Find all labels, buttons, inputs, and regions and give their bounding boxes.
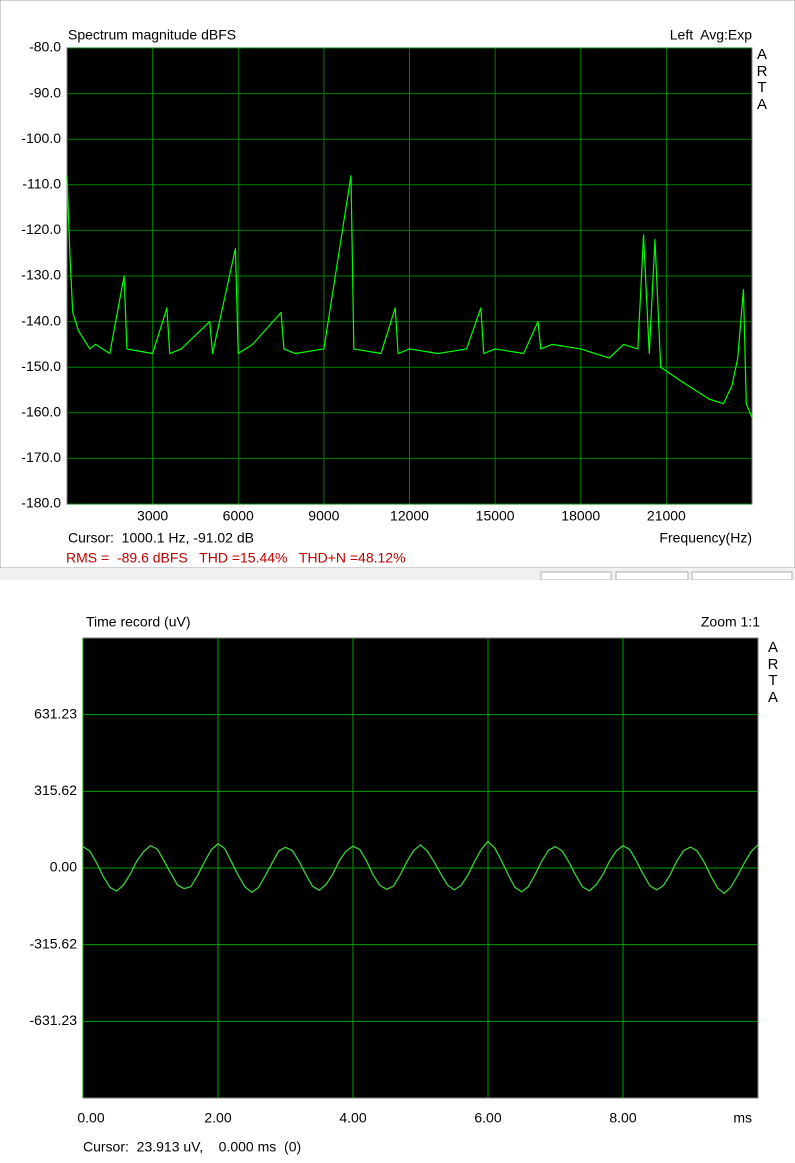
x-tick-label: 18000 (561, 508, 600, 524)
x-tick-label: 6.00 (474, 1110, 501, 1126)
y-tick-label: -110.0 (22, 176, 61, 192)
x-tick-label: 3000 (137, 508, 168, 524)
x-tick-label: 15000 (476, 508, 515, 524)
cursor-readout: Cursor: 23.913 uV, 0.000 ms (0) (83, 1139, 301, 1155)
y-tick-label: -315.62 (30, 935, 78, 951)
status-label: Left Avg:Exp (670, 27, 752, 43)
y-tick-label: -170.0 (21, 449, 61, 465)
x-axis-label: ms (733, 1110, 752, 1126)
data-line (66, 175, 753, 418)
cursor-readout: Cursor: 1000.1 Hz, -91.02 dB (68, 530, 254, 546)
y-tick-label: -150.0 (21, 358, 61, 374)
y-tick-label: -130.0 (21, 267, 61, 283)
y-tick-label: -100.0 (21, 130, 61, 146)
y-tick-label: -80.0 (29, 39, 61, 55)
x-axis-label: Frequency(Hz) (659, 530, 752, 546)
status-field (540, 571, 612, 581)
data-line (82, 840, 759, 895)
measurements: RMS = -89.6 dBFS THD =15.44% THD+N =48.1… (66, 550, 406, 566)
status-field (691, 571, 793, 581)
status-label: Zoom 1:1 (701, 614, 760, 630)
y-tick-label: 631.23 (34, 705, 77, 721)
x-tick-label: 2.00 (204, 1110, 231, 1126)
side-label: ARTA (756, 46, 768, 113)
y-tick-label: -140.0 (21, 312, 61, 328)
y-tick-label: -90.0 (29, 84, 61, 100)
x-tick-label: 6000 (223, 508, 254, 524)
y-tick-label: 315.62 (34, 782, 77, 798)
y-tick-label: -160.0 (21, 404, 61, 420)
x-tick-label: 21000 (647, 508, 686, 524)
x-tick-label: 8.00 (609, 1110, 636, 1126)
x-tick-label: 4.00 (339, 1110, 366, 1126)
y-tick-label: -631.23 (30, 1012, 78, 1028)
x-tick-label: 0.00 (77, 1110, 104, 1126)
chart-title: Spectrum magnitude dBFS (68, 27, 236, 43)
y-tick-label: 0.00 (50, 859, 77, 875)
y-tick-label: -120.0 (21, 221, 61, 237)
x-tick-label: 9000 (308, 508, 339, 524)
y-tick-label: -180.0 (21, 495, 61, 511)
side-label: ARTA (767, 639, 779, 706)
status-field (615, 571, 689, 581)
chart-title: Time record (uV) (86, 614, 191, 630)
x-tick-label: 12000 (390, 508, 429, 524)
